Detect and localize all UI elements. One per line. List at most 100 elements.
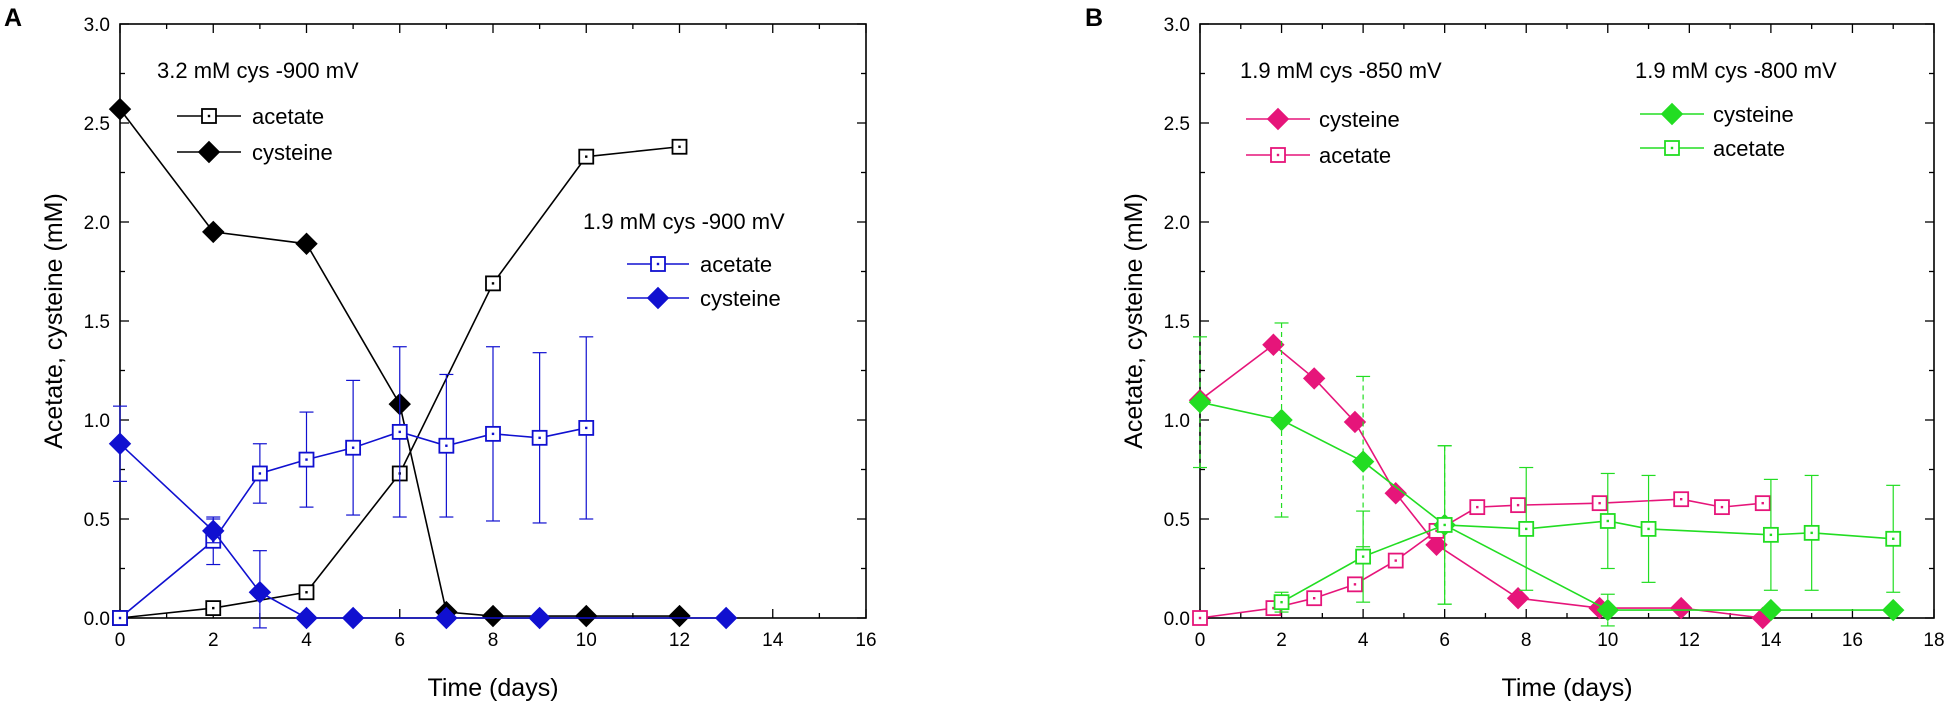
panel-b-legend-1-title: 1.9 mM cys -800 mV [1635,58,1837,83]
panel-a-x-tick-label: 4 [301,630,312,651]
panel-a-x-axis-title: Time (days) [427,674,558,702]
panel-b-legend-1-swatch-marker [1660,102,1684,126]
panel-b-x-tick-label: 16 [1842,630,1863,651]
panel-b-series-1-point-dot [1312,597,1316,600]
panel-b-legend-1-swatch-marker-dot [1670,146,1674,150]
panel-b-series-2-point [1188,390,1212,414]
panel-a-y-tick-label: 3.0 [84,15,110,36]
panel-b-series-3-point-dot [1280,600,1283,604]
panel-b-x-tick-label: 14 [1760,630,1782,651]
panel-a-legend-1-label: acetate [700,252,772,277]
panel-a-legend-0: 3.2 mM cys -900 mV acetate cysteine [157,58,359,165]
panel-a-series-3-point [714,606,738,630]
panel-a-series-3-point [341,606,365,630]
panel-b-plot-frame [1199,23,1935,619]
panel-a-series-2-point-dot [118,616,122,620]
panel-b-legend-0: 1.9 mM cys -850 mV cysteine acetate [1240,58,1442,168]
panel-b-series-0 [1188,333,1774,630]
panel-a-series-1-point [295,232,318,255]
panel-b-y-tick-label: 0.0 [1164,609,1190,630]
panel-b-series-0-point [1384,482,1407,505]
panel-b-series-2-point [1351,450,1375,473]
panel-a-y-tick-label: 0.5 [84,510,110,531]
panel-b-x-tick-label: 18 [1923,630,1944,651]
panel-a-y-tick-label: 1.5 [84,312,110,333]
panel-b-x-tick-label: 2 [1276,630,1287,651]
panel-a-series-0-point-dot [585,155,588,158]
panel-b-series-3-point-dot [1361,555,1365,558]
panel-a-series-2-point-dot [305,458,308,461]
panel-a-y-axis-title: Acetate, cysteine (mM) [40,193,68,449]
panel-b-series-3-point-dot [1443,523,1446,527]
panel-b-plot-area [1188,322,1905,630]
panel-b-series-1-point-dot [1353,583,1357,586]
panel-b-series-0-point [1425,533,1448,556]
panel-a-x-tick-label: 2 [208,630,219,651]
panel-a-series-1-point [575,604,598,628]
panel-a-x-tick-label: 6 [394,630,405,651]
panel-a-series-0-point-dot [212,606,215,610]
panel-b-y-tick-label: 2.5 [1164,114,1190,135]
panel-b-legend-1-label: acetate [1713,136,1785,161]
panel-a-legend-0-title: 3.2 mM cys -900 mV [157,58,359,83]
panel-b-series-0-point [1669,596,1693,620]
panel-b-series-2 [1188,322,1905,627]
panel-b-series-0-point [1343,410,1367,434]
panel-a-series-2-point-dot [538,436,541,440]
panel-b-series-2-line [1199,401,1894,611]
panel-b-series-3-point-dot [1892,537,1895,540]
panel-a-series-2-point-dot [351,446,355,449]
panel-a-legend-1-swatch-marker [646,286,670,310]
panel-a-legend-0-label: cysteine [252,140,333,165]
panel-b-series-1-point-dot [1272,606,1275,610]
panel-a-series-3-point [295,606,318,630]
panel-b-x-tick-label: 4 [1358,630,1369,651]
panel-a-x-tick-label: 0 [115,630,126,651]
panel-a-series-2-line [119,427,587,619]
panel-b-series-1-point-dot [1720,505,1724,509]
panel-a-series-3-line [119,443,727,619]
panel-a-series-3-point [202,519,225,543]
panel-b-series-0-point [1506,586,1530,610]
panel-a-series-0-point-dot [678,145,681,148]
panel-b-x-tick-label: 0 [1195,630,1206,651]
panel-a-plot-frame [119,23,867,619]
panel-a-x-tick-label: 16 [855,630,876,651]
panel-a-series-2-point-dot [491,432,495,436]
panel-a-series-2-point-dot [585,426,588,430]
panel-a-series-3 [108,405,738,630]
panel-b-series-3-point-dot [1769,533,1773,537]
panel-b-series-1 [1192,491,1771,626]
panel-a-legend-1-label: cysteine [700,286,781,311]
panel-a-series-2-point-dot [258,472,262,475]
panel-b-series-0-line [1199,343,1763,619]
panel-b-series-3-line [1281,520,1894,603]
panel-b-y-tick-label: 1.0 [1164,411,1190,432]
panel-a-series-0-point-dot [491,282,495,285]
panel-a-legend-1-swatch-marker-dot [656,262,660,266]
panel-b-series-1-point-dot [1598,501,1601,505]
panel-a-x-tick-label: 14 [762,630,784,651]
panel-a-series-2-point-dot [398,430,401,434]
panel-a-series-1-point [481,604,505,628]
panel-b-series-1-point-dot [1761,501,1764,505]
panel-b-series-2-point [1596,598,1619,622]
panel-a-series-3-point [435,606,458,630]
panel-a-x-tick-label: 8 [488,630,499,651]
panel-a-legend-0-swatch-marker [197,140,221,164]
panel-a-legend-0-swatch-marker-dot [207,114,211,118]
panel-b-series-1-point-dot [1516,503,1520,507]
panel-a-series-1-point [108,97,132,121]
panel-a-legend-1-title: 1.9 mM cys -900 mV [583,209,785,234]
panel-b-series-1-point-dot [1198,616,1202,620]
panel-b-x-tick-label: 12 [1679,630,1700,651]
panel-a-plot-area [108,97,738,630]
panel-b-series-2-point [1759,598,1783,622]
panel-b-series-2-point [1270,408,1293,432]
panel-b-y-tick-label: 1.5 [1164,312,1190,333]
panel-b-series-3-point-dot [1525,527,1528,531]
panel-a-series-3-point [108,432,132,455]
panel-a-y-tick-label: 1.0 [84,411,110,432]
panel-a-x-tick-label: 12 [669,630,690,651]
panel-b-series-1-point-dot [1435,529,1438,533]
